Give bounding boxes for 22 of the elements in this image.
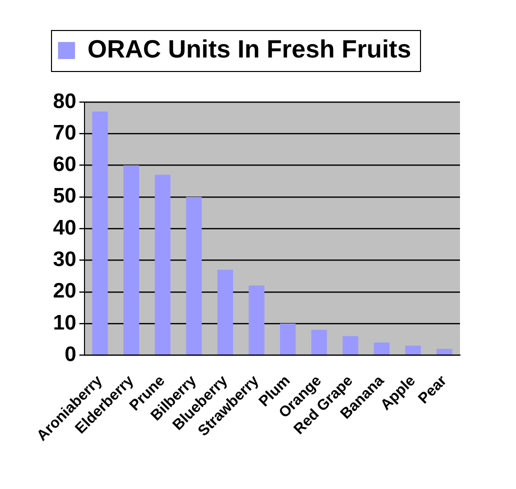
bar	[217, 270, 234, 355]
y-tick-label: 70	[53, 121, 76, 144]
y-tick-label: 30	[53, 248, 76, 272]
y-tick-label: 0	[64, 342, 76, 366]
bar	[123, 165, 140, 355]
bar	[405, 346, 421, 355]
bar	[311, 330, 327, 355]
bar	[92, 111, 108, 355]
y-tick-label: 40	[53, 216, 76, 240]
bar	[436, 348, 452, 355]
y-tick-label: 50	[53, 184, 76, 208]
y-tick-label: 20	[53, 280, 76, 303]
bar	[342, 336, 358, 355]
bar	[374, 342, 390, 355]
y-tick-label: 60	[53, 153, 76, 176]
legend-label: ORAC Units In Fresh Fruits	[88, 35, 412, 64]
y-tick-label: 10	[53, 311, 76, 334]
bar	[248, 286, 264, 355]
y-tick-label: 80	[53, 90, 76, 113]
bar	[186, 196, 202, 355]
bar	[280, 324, 296, 355]
bar	[154, 174, 170, 355]
